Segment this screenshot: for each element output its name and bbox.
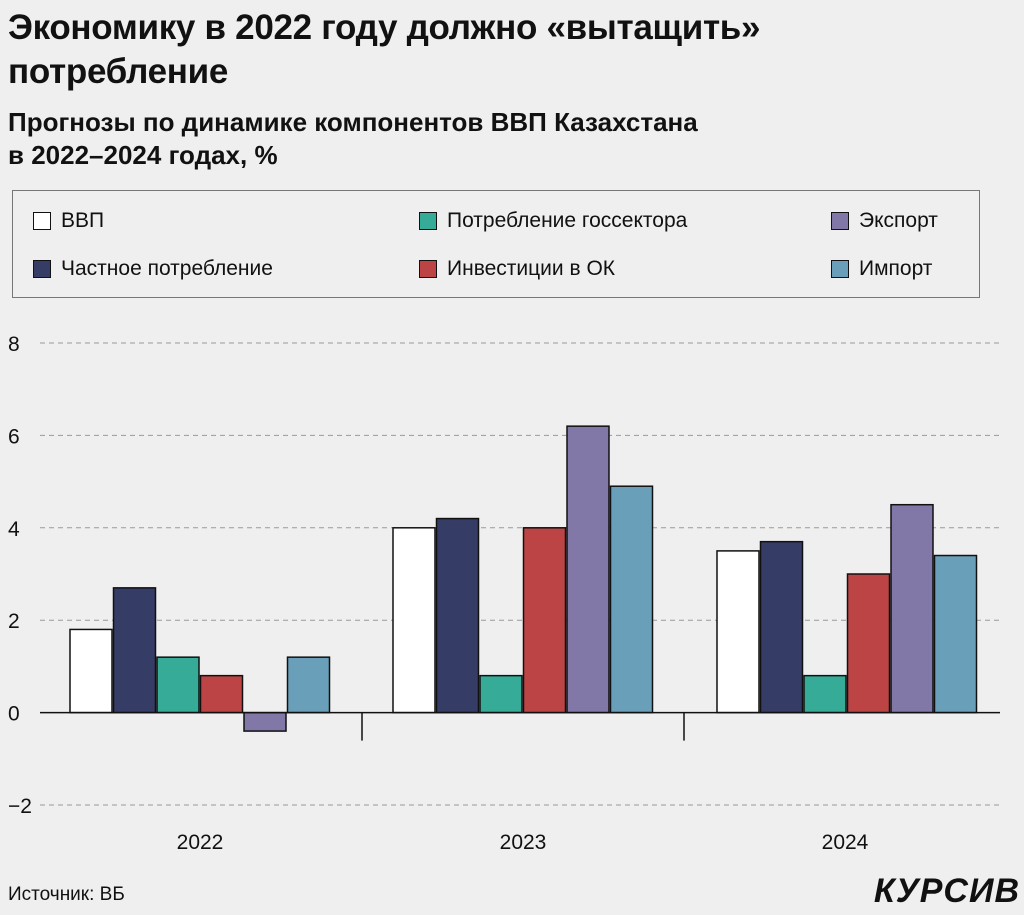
chart-title: Экономику в 2022 году должно «вытащить» …: [8, 6, 1008, 94]
bar-investment-2024: [846, 573, 891, 714]
y-tick-label: 0: [8, 703, 20, 726]
x-tick-label-2024: 2024: [822, 831, 869, 854]
chart-legend: ВВП Частное потребление Потребление госс…: [12, 190, 980, 298]
legend-swatch-investment: [419, 260, 437, 278]
legend-item-export: Экспорт: [831, 208, 938, 234]
bar-investment-2022: [199, 674, 244, 714]
bar-investment-2023: [522, 527, 567, 714]
bar-export-2022: [243, 711, 287, 732]
y-tick-label: −2: [8, 795, 32, 818]
y-tick-label: 8: [8, 333, 20, 356]
y-tick-label: 2: [8, 610, 20, 633]
bar-export-2024: [890, 503, 934, 714]
legend-item-investment: Инвестиции в ОК: [419, 256, 615, 282]
legend-item-private-consumption: Частное потребление: [33, 256, 273, 282]
legend-swatch-export: [831, 212, 849, 230]
x-tick-label-2022: 2022: [177, 831, 224, 854]
gridlines: [40, 342, 1000, 806]
legend-label-investment: Инвестиции в ОК: [447, 257, 616, 280]
legend-label-gdp: ВВП: [61, 209, 105, 232]
legend-swatch-private-consumption: [33, 260, 51, 278]
bar-private-consumption-2023: [435, 517, 480, 714]
publisher-logo: КУРСИВ: [873, 872, 1020, 910]
bar-government-consumption-2022: [156, 656, 200, 714]
bar-import-2022: [286, 656, 331, 714]
x-tick-label-2023: 2023: [500, 831, 547, 854]
legend-item-gdp: ВВП: [33, 208, 104, 234]
y-tick-label: 6: [8, 425, 20, 448]
legend-item-government-consumption: Потребление госсектора: [419, 208, 687, 234]
x-axis: [40, 711, 1000, 741]
bar-private-consumption-2024: [759, 540, 804, 714]
chart-subtitle-line-2: в 2022–2024 годах, %: [8, 140, 278, 170]
legend-swatch-gdp: [33, 212, 51, 230]
bar-gdp-2024: [716, 550, 760, 714]
legend-label-government-consumption: Потребление госсектора: [447, 209, 688, 232]
bar-government-consumption-2023: [479, 674, 523, 714]
bar-import-2023: [609, 485, 654, 714]
legend-swatch-import: [831, 260, 849, 278]
x-axis-tick-labels: 2022 2023 2024: [177, 831, 869, 854]
bar-import-2024: [933, 554, 978, 714]
bar-private-consumption-2022: [112, 587, 157, 714]
legend-item-import: Импорт: [831, 256, 932, 282]
bar-gdp-2022: [69, 628, 113, 714]
bars: [69, 425, 978, 732]
chart-title-line-1: Экономику в 2022 году должно «вытащить»: [8, 8, 761, 47]
y-axis-tick-labels: −2 0 2 4 6 8: [8, 333, 32, 818]
bar-chart: −2 0 2 4 6 8 2022 2023 2024: [8, 333, 1000, 854]
bar-gdp-2023: [392, 527, 436, 714]
legend-label-export: Экспорт: [859, 209, 938, 232]
chart-subtitle-line-1: Прогнозы по динамике компонентов ВВП Каз…: [8, 107, 698, 137]
chart-title-line-2: потребление: [8, 52, 228, 91]
bar-export-2023: [566, 425, 610, 714]
legend-label-import: Импорт: [859, 257, 933, 280]
legend-label-private-consumption: Частное потребление: [61, 257, 273, 280]
source-note: Источник: ВБ: [8, 884, 125, 905]
bar-government-consumption-2024: [803, 674, 847, 714]
legend-swatch-government-consumption: [419, 212, 437, 230]
chart-subtitle: Прогнозы по динамике компонентов ВВП Каз…: [8, 106, 1008, 172]
y-tick-label: 4: [8, 518, 20, 541]
